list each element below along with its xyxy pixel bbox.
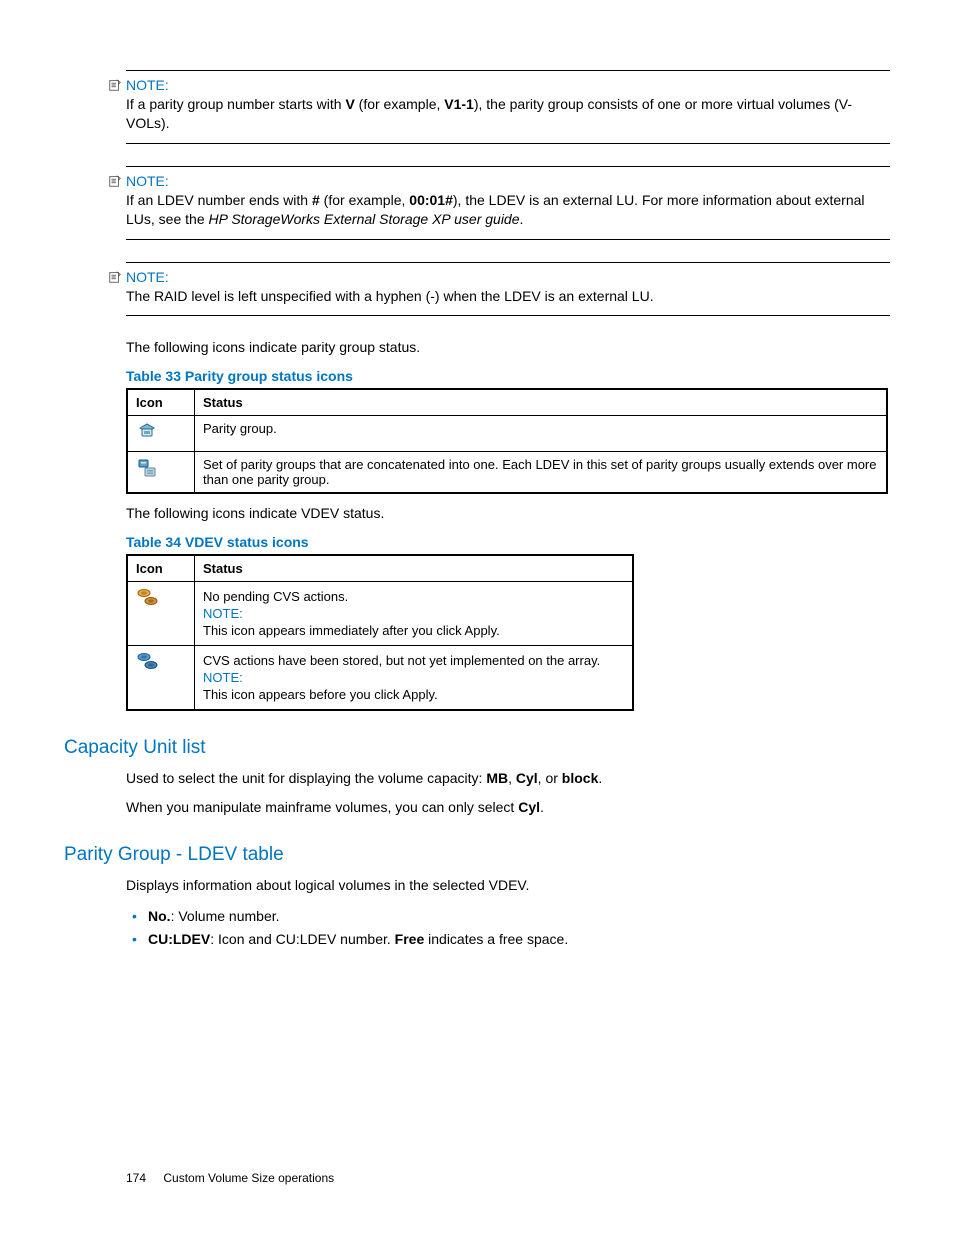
section-heading: Capacity Unit list [64,737,890,759]
inline-note-label: NOTE: [203,670,624,685]
inline-note-label: NOTE: [203,606,624,621]
note-body: If a parity group number starts with V (… [126,95,890,133]
icon-cell [127,416,195,452]
table-row: Parity group. [127,416,887,452]
icon-cell [127,452,195,494]
list-item: No.: Volume number. [148,905,890,927]
paragraph: The following icons indicate VDEV status… [126,504,890,524]
table-row: CVS actions have been stored, but not ye… [127,645,633,710]
section-heading: Parity Group - LDEV table [64,844,890,866]
table-header: Icon [127,555,195,582]
content-area: NOTE: If a parity group number starts wi… [126,70,890,950]
page-footer: 174 Custom Volume Size operations [126,1171,334,1185]
note-block: NOTE: If an LDEV number ends with # (for… [126,166,890,240]
cell-text: CVS actions have been stored, but not ye… [203,653,624,668]
paragraph: When you manipulate mainframe volumes, y… [126,798,890,818]
note-block: NOTE: If a parity group number starts wi… [126,70,890,144]
table-header: Status [195,389,888,416]
paragraph: Displays information about logical volum… [126,876,890,896]
parity-status-table: Icon Status Parity group. [126,388,888,494]
note-icon [108,174,122,188]
cell-text: This icon appears before you click Apply… [203,687,624,702]
cell-text: This icon appears immediately after you … [203,623,624,638]
table-header-row: Icon Status [127,389,887,416]
table-row: Set of parity groups that are concatenat… [127,452,887,494]
parity-group-icon [136,421,158,443]
vdev-nopending-icon [136,587,160,609]
paragraph: The following icons indicate parity grou… [126,338,890,358]
parity-set-icon [136,457,158,479]
note-header: NOTE: [108,77,890,93]
note-header: NOTE: [108,173,890,189]
vdev-pending-icon [136,651,160,673]
list-item: CU:LDEV: Icon and CU:LDEV number. Free i… [148,928,890,950]
table-cell: Set of parity groups that are concatenat… [195,452,888,494]
note-label: NOTE: [126,269,169,285]
paragraph: Used to select the unit for displaying t… [126,769,890,789]
table-header: Icon [127,389,195,416]
table-header-row: Icon Status [127,555,633,582]
table-row: No pending CVS actions. NOTE: This icon … [127,581,633,645]
bullet-list: No.: Volume number. CU:LDEV: Icon and CU… [126,905,890,950]
note-block: NOTE: The RAID level is left unspecified… [126,262,890,317]
cell-text: No pending CVS actions. [203,589,624,604]
footer-title: Custom Volume Size operations [163,1171,334,1185]
page: NOTE: If a parity group number starts wi… [0,0,954,1235]
icon-cell [127,581,195,645]
note-icon [108,78,122,92]
note-header: NOTE: [108,269,890,285]
note-label: NOTE: [126,77,169,93]
table-cell: CVS actions have been stored, but not ye… [195,645,634,710]
vdev-status-table: Icon Status No pending CVS actions. NOTE… [126,554,634,711]
table-header: Status [195,555,634,582]
page-number: 174 [126,1171,146,1185]
note-label: NOTE: [126,173,169,189]
note-body: If an LDEV number ends with # (for examp… [126,191,890,229]
note-body: The RAID level is left unspecified with … [126,287,890,306]
table-caption: Table 34 VDEV status icons [126,534,890,550]
icon-cell [127,645,195,710]
table-caption: Table 33 Parity group status icons [126,368,890,384]
table-cell: No pending CVS actions. NOTE: This icon … [195,581,634,645]
table-cell: Parity group. [195,416,888,452]
note-icon [108,270,122,284]
